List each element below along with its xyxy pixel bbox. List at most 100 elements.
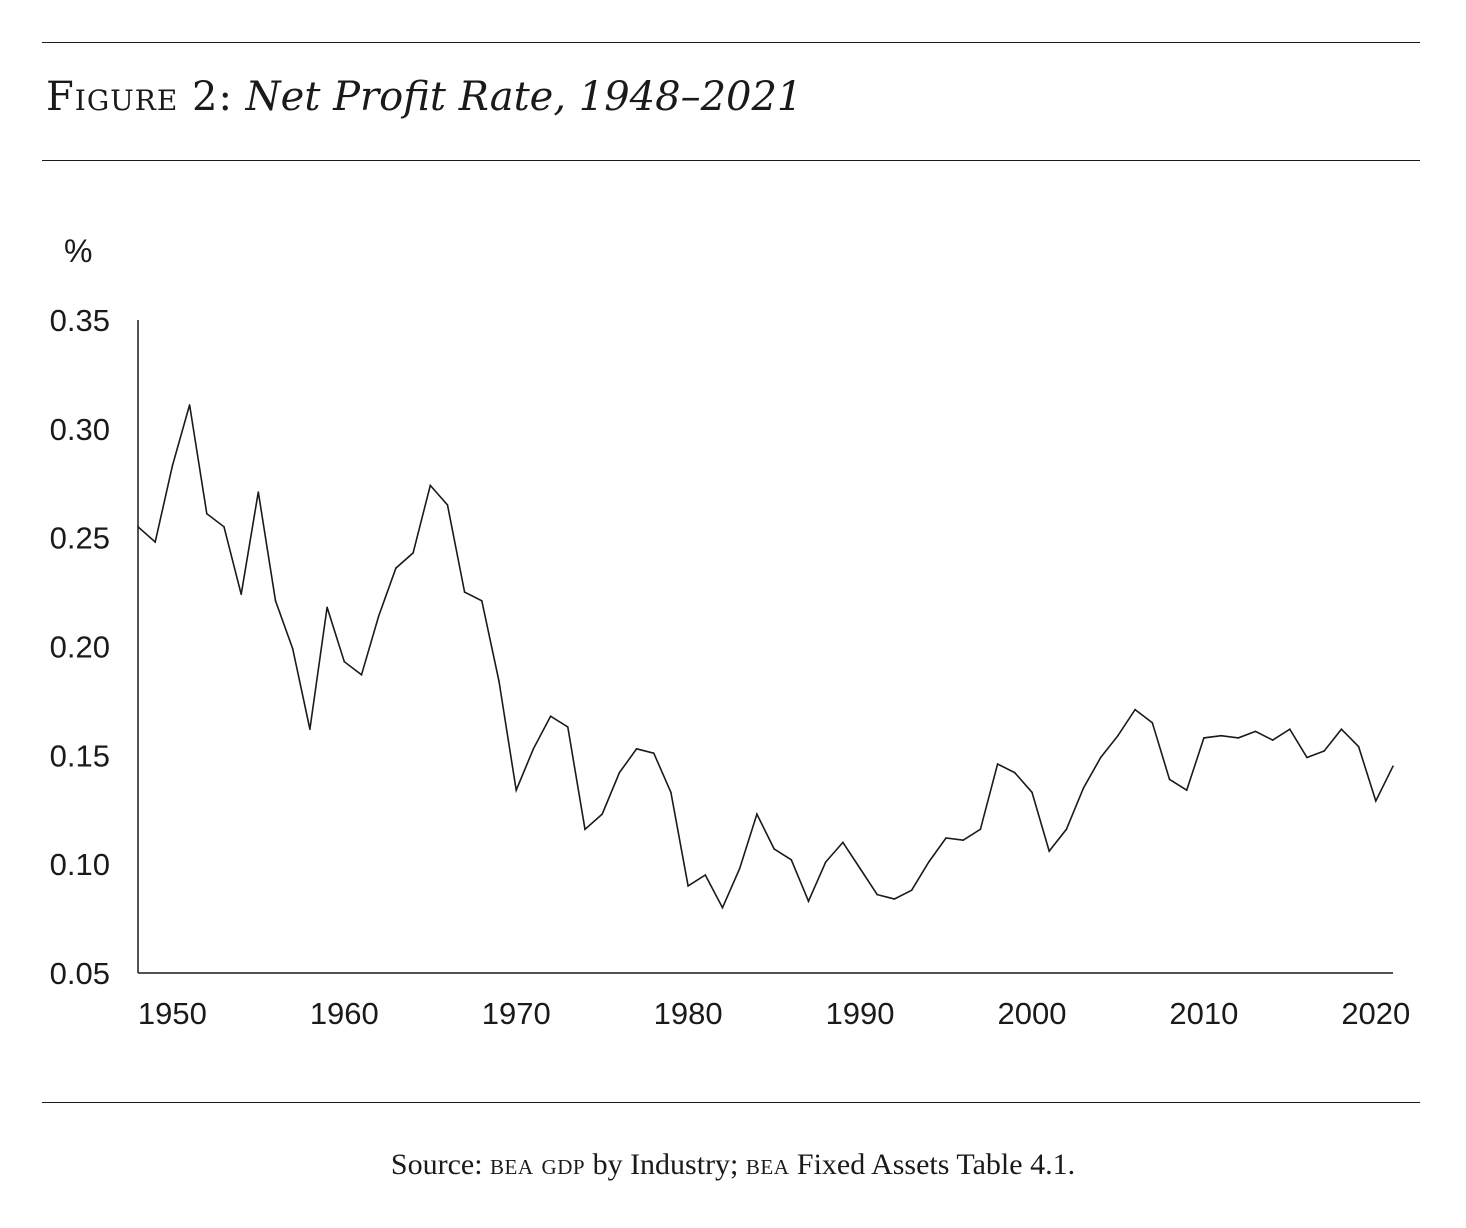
data-point <box>635 748 638 750</box>
data-point <box>1289 728 1291 730</box>
data-point <box>1357 745 1360 748</box>
source-org-2: BEA <box>745 1148 790 1181</box>
data-point <box>1014 771 1016 774</box>
data-point <box>257 491 260 493</box>
data-point <box>446 504 449 506</box>
data-point <box>1323 750 1325 752</box>
data-point <box>601 813 603 815</box>
data-point <box>206 512 208 515</box>
y-tick-label: 0.15 <box>50 738 110 773</box>
data-point <box>1065 828 1068 831</box>
x-tick-label: 2000 <box>997 996 1066 1031</box>
data-point <box>1048 850 1050 852</box>
data-point <box>188 404 191 406</box>
data-point <box>463 591 466 593</box>
data-point <box>377 615 380 617</box>
title-rule <box>42 160 1420 161</box>
data-point <box>240 593 242 596</box>
data-point <box>1168 778 1171 781</box>
data-point <box>618 771 621 774</box>
data-point <box>1031 791 1033 794</box>
x-tick-label: 1960 <box>310 996 379 1031</box>
data-point <box>945 837 947 839</box>
data-point <box>1306 756 1308 759</box>
data-point <box>824 861 827 863</box>
data-point <box>532 748 535 750</box>
data-point <box>274 600 277 602</box>
data-point <box>1220 734 1222 737</box>
data-point <box>549 715 552 717</box>
x-tick-label: 1990 <box>826 996 895 1031</box>
x-tick-label: 2020 <box>1341 996 1410 1031</box>
data-point <box>154 541 156 543</box>
data-point <box>1254 730 1257 733</box>
x-tick-label: 1950 <box>138 996 207 1031</box>
data-point <box>842 841 844 844</box>
data-point <box>1375 800 1377 802</box>
bottom-rule <box>42 1102 1420 1103</box>
data-point <box>859 867 861 870</box>
net-profit-rate-line <box>137 404 1394 910</box>
data-point <box>343 660 346 663</box>
data-point <box>773 848 775 850</box>
data-point <box>790 859 793 861</box>
data-point <box>567 726 569 728</box>
data-point <box>171 465 174 467</box>
data-point <box>962 839 964 841</box>
top-rule <box>42 42 1420 43</box>
data-point <box>481 600 483 602</box>
y-axis-unit-label: % <box>64 233 92 269</box>
data-point <box>738 867 741 870</box>
figure-title: Net Profit Rate, 1948–2021 <box>245 74 803 120</box>
data-point <box>1392 765 1394 767</box>
data-point <box>1082 787 1085 789</box>
data-point <box>876 893 878 896</box>
data-point <box>928 861 930 863</box>
source-org-1: BEA <box>490 1148 534 1181</box>
data-point <box>309 728 311 730</box>
data-point <box>807 900 810 902</box>
data-point <box>515 789 517 791</box>
figure-heading: Figure 2: Net Profit Rate, 1948–2021 <box>46 74 802 120</box>
y-tick-label: 0.25 <box>50 521 110 556</box>
data-point <box>910 889 913 892</box>
y-tick-label: 0.35 <box>50 303 110 338</box>
data-point <box>291 647 294 650</box>
source-prefix: Source: <box>390 1148 491 1181</box>
data-point <box>326 606 328 609</box>
data-point <box>395 567 397 569</box>
data-point <box>721 906 724 909</box>
data-point <box>223 526 225 528</box>
data-point <box>1151 721 1154 724</box>
data-point <box>584 828 586 831</box>
data-point <box>1271 739 1274 741</box>
data-point <box>137 526 139 528</box>
data-point <box>429 484 432 487</box>
x-axis-ticks: 1950 1960 1970 1980 1990 2000 2010 2020 <box>138 996 1410 1031</box>
data-point <box>756 813 758 815</box>
x-tick-label: 1970 <box>482 996 551 1031</box>
data-point <box>979 828 982 831</box>
y-tick-label: 0.05 <box>50 956 110 991</box>
data-point <box>1203 737 1205 739</box>
data-point <box>704 874 707 876</box>
source-part-1: GDP <box>533 1148 586 1181</box>
figure-label: Figure 2: <box>46 74 233 120</box>
y-tick-label: 0.20 <box>50 630 110 665</box>
data-point <box>1340 728 1343 730</box>
data-point <box>1117 734 1119 737</box>
data-point <box>687 885 689 887</box>
data-point <box>893 898 896 900</box>
data-point <box>1185 789 1188 791</box>
source-note: Source: BEA GDP by Industry; BEA Fixed A… <box>0 1148 1466 1182</box>
x-tick-label: 1980 <box>654 996 723 1031</box>
data-point <box>360 674 363 676</box>
line-chart: % 0.050.100.150.200.250.300.35 1950 1960 1… <box>50 233 1411 1031</box>
data-point <box>1134 708 1136 711</box>
y-tick-label: 0.30 <box>50 412 110 447</box>
source-mid: by Industry; <box>585 1148 746 1181</box>
source-part-2: Fixed Assets Table 4.1. <box>789 1148 1076 1181</box>
data-point <box>1099 756 1102 759</box>
data-point <box>653 752 655 754</box>
data-point <box>498 680 500 683</box>
